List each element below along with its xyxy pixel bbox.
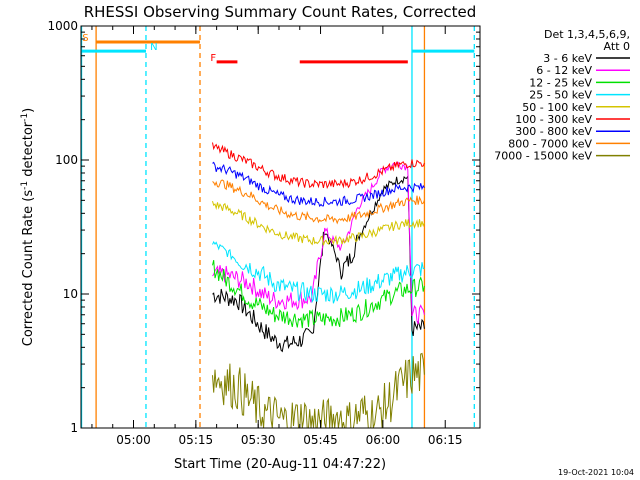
y-tick-label-0: 1 <box>70 421 78 435</box>
x-tick-label-3: 05:45 <box>303 433 338 447</box>
series-line-3 <box>212 240 425 304</box>
plot-frame <box>80 25 481 429</box>
flag-label-1: N <box>150 42 157 53</box>
y-axis-label: Corrected Count Rate (s-1 detector-1) <box>20 108 36 346</box>
footer-timestamp: 19-Oct-2021 10:04 <box>558 468 634 477</box>
series-line-8 <box>212 352 425 429</box>
axes: 1 10 100 1000 05:00 05:15 05:30 05:45 06:00 06:15 <box>47 19 481 447</box>
legend-label-0: 3 - 6 keV <box>543 52 592 65</box>
flag-label-0: S <box>82 33 88 44</box>
series-line-1 <box>212 161 425 325</box>
x-tick-label-1: 05:15 <box>179 433 214 447</box>
legend-label-1: 6 - 12 keV <box>536 64 592 77</box>
series-line-7 <box>212 179 425 225</box>
legend-label-8: 7000 - 15000 keV <box>494 150 592 163</box>
x-tick-label-2: 05:30 <box>241 433 276 447</box>
legend-label-3: 25 - 50 keV <box>529 89 592 102</box>
legend-label-5: 100 - 300 keV <box>515 113 592 126</box>
y-tick-label-3: 1000 <box>47 19 78 33</box>
x-axis-label: Start Time (20-Aug-11 04:47:22) <box>174 457 386 472</box>
x-tick-label-4: 06:00 <box>366 433 401 447</box>
legend-header-line2: Att 0 <box>604 40 630 53</box>
series-line-6 <box>212 161 425 208</box>
legend-header-line1: Det 1,3,4,5,6,9, <box>544 28 630 41</box>
series-line-4 <box>212 200 425 246</box>
y-tick-label-1: 10 <box>63 287 78 301</box>
legend-label-4: 50 - 100 keV <box>522 101 592 114</box>
y-tick-label-2: 100 <box>55 153 78 167</box>
flag-label-2: F <box>210 53 216 64</box>
legend-label-6: 300 - 800 keV <box>515 125 592 138</box>
x-tick-label-0: 05:00 <box>116 433 151 447</box>
x-tick-label-5: 06:15 <box>428 433 463 447</box>
series-line-5 <box>212 142 425 190</box>
chart-title: RHESSI Observing Summary Count Rates, Co… <box>84 3 477 21</box>
series-line-0 <box>212 174 425 353</box>
legend-label-2: 12 - 25 keV <box>529 76 592 89</box>
legend-label-7: 800 - 7000 keV <box>508 137 592 150</box>
series-line-2 <box>212 259 425 329</box>
plot-area: S N F <box>80 26 475 429</box>
